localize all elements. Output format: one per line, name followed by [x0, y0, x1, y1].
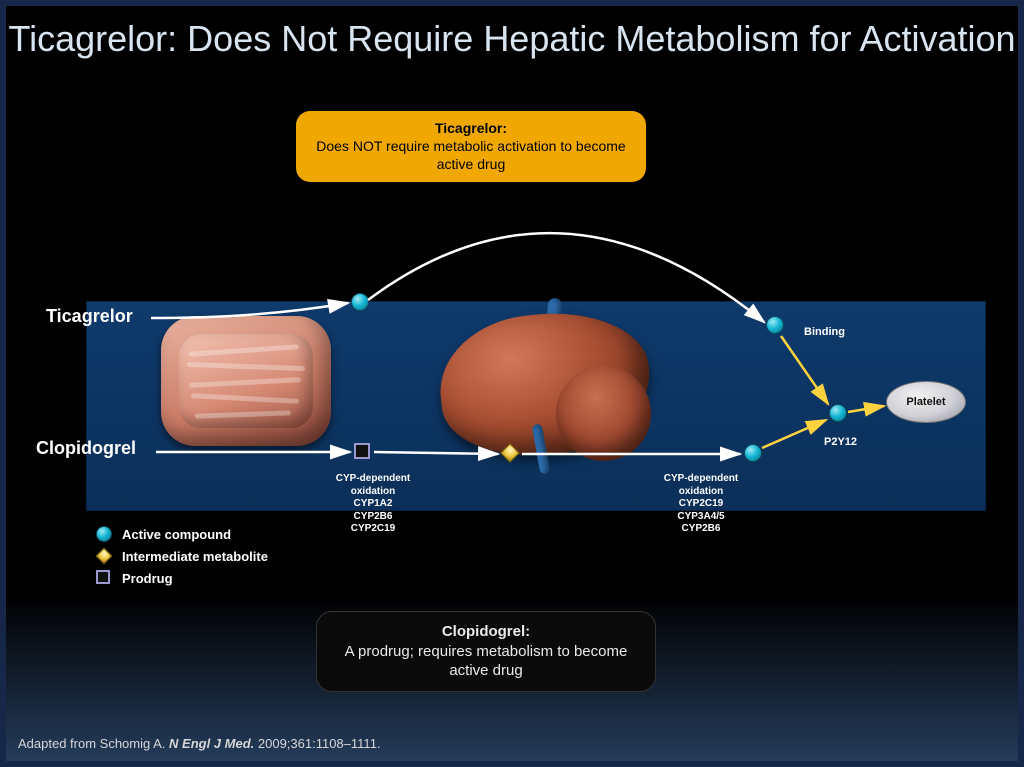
label-ticagrelor: Ticagrelor — [46, 306, 133, 327]
callout-ticagrelor: Ticagrelor: Does NOT require metabolic a… — [296, 111, 646, 182]
node-ticagrelor-binding — [766, 316, 784, 334]
slide-title: Ticagrelor: Does Not Require Hepatic Met… — [6, 6, 1018, 60]
liver-illustration — [436, 304, 666, 474]
legend-active: Active compound — [96, 526, 268, 542]
callout-clopidogrel: Clopidogrel: A prodrug; requires metabol… — [316, 611, 656, 692]
title-rest: Does Not Require Hepatic Metabolism for … — [177, 18, 1015, 59]
legend-prodrug: Prodrug — [96, 570, 268, 586]
node-clopidogrel-active — [744, 444, 762, 462]
platelet-label: Platelet — [906, 396, 945, 408]
label-clopidogrel: Clopidogrel — [36, 438, 136, 459]
intestine-illustration — [161, 316, 331, 486]
callout-ticagrelor-body: Does NOT require metabolic activation to… — [310, 137, 632, 173]
callout-ticagrelor-heading: Ticagrelor: — [310, 119, 632, 137]
circle-icon — [96, 526, 112, 542]
cyp-block-2: CYP-dependent oxidation CYP2C19 CYP3A4/5… — [646, 473, 756, 536]
callout-clopidogrel-heading: Clopidogrel: — [331, 622, 641, 642]
legend: Active compound Intermediate metabolite … — [96, 526, 268, 592]
platelet-shape: Platelet — [886, 381, 966, 423]
node-ticagrelor-active-postgut — [351, 293, 369, 311]
label-p2y12: P2Y12 — [824, 436, 857, 449]
square-icon — [96, 570, 110, 584]
citation: Adapted from Schomig A. N Engl J Med. 20… — [18, 736, 381, 751]
callout-clopidogrel-body: A prodrug; requires metabolism to become… — [331, 642, 641, 681]
slide: Ticagrelor: Does Not Require Hepatic Met… — [6, 6, 1018, 761]
title-drug: Ticagrelor: — [8, 18, 177, 59]
diamond-icon — [96, 548, 113, 565]
cyp-block-1: CYP-dependent oxidation CYP1A2 CYP2B6 CY… — [318, 473, 428, 536]
label-binding: Binding — [804, 326, 845, 339]
node-p2y12 — [829, 404, 847, 422]
node-clopidogrel-prodrug — [354, 443, 370, 459]
legend-intermediate: Intermediate metabolite — [96, 548, 268, 564]
